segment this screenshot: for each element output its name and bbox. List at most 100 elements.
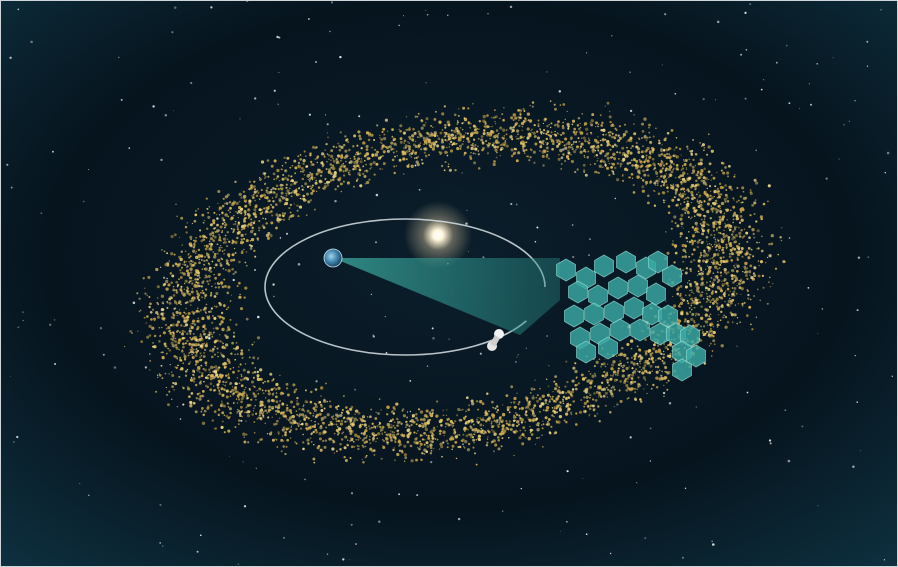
asteroid xyxy=(280,450,283,453)
asteroid xyxy=(395,165,398,167)
asteroid xyxy=(759,215,763,219)
asteroid xyxy=(315,430,319,434)
asteroid xyxy=(725,234,728,237)
asteroid xyxy=(600,149,604,153)
asteroid xyxy=(477,137,480,140)
asteroid xyxy=(259,212,263,215)
asteroid xyxy=(436,438,439,441)
asteroid xyxy=(701,330,705,333)
asteroid xyxy=(441,129,444,131)
asteroid xyxy=(364,445,367,448)
asteroid xyxy=(171,274,175,278)
asteroid xyxy=(663,201,665,204)
asteroid xyxy=(680,203,682,205)
asteroid xyxy=(149,310,153,314)
asteroid xyxy=(368,438,371,441)
asteroid xyxy=(189,361,192,363)
asteroid xyxy=(188,352,190,354)
asteroid xyxy=(695,179,698,182)
asteroid xyxy=(712,176,716,180)
star xyxy=(285,232,289,235)
asteroid xyxy=(582,163,586,167)
asteroid xyxy=(247,226,249,228)
asteroid xyxy=(151,308,155,311)
asteroid xyxy=(707,170,711,174)
asteroid xyxy=(450,423,453,426)
star xyxy=(745,48,748,51)
asteroid xyxy=(266,159,270,162)
star xyxy=(787,459,791,463)
asteroid xyxy=(192,312,195,315)
asteroid xyxy=(391,147,394,150)
asteroid xyxy=(281,165,284,167)
asteroid xyxy=(496,408,500,412)
asteroid xyxy=(582,136,586,140)
asteroid xyxy=(533,123,536,127)
asteroid xyxy=(715,242,718,244)
asteroid xyxy=(729,297,731,300)
asteroid xyxy=(734,173,736,176)
asteroid xyxy=(622,174,624,176)
asteroid xyxy=(705,252,707,255)
asteroid xyxy=(352,145,355,148)
asteroid xyxy=(286,418,288,420)
asteroid xyxy=(175,346,179,350)
asteroid xyxy=(596,413,598,415)
asteroid xyxy=(694,164,697,167)
asteroid xyxy=(518,423,520,426)
star xyxy=(40,212,43,215)
asteroid xyxy=(551,414,554,417)
asteroid xyxy=(570,159,575,164)
asteroid xyxy=(529,119,532,122)
asteroid xyxy=(556,126,559,128)
asteroid xyxy=(684,285,688,289)
asteroid xyxy=(302,162,305,165)
asteroid xyxy=(342,431,345,433)
asteroid xyxy=(148,295,151,299)
asteroid xyxy=(386,437,389,440)
asteroid xyxy=(259,416,262,420)
asteroid xyxy=(724,315,728,319)
asteroid xyxy=(497,132,500,135)
asteroid xyxy=(276,215,279,218)
asteroid xyxy=(717,195,721,199)
asteroid xyxy=(705,253,709,257)
asteroid xyxy=(613,388,616,391)
asteroid xyxy=(743,265,747,269)
star xyxy=(816,62,819,65)
asteroid xyxy=(187,354,190,357)
asteroid xyxy=(293,182,297,186)
asteroid xyxy=(380,142,383,145)
star xyxy=(769,442,772,445)
asteroid xyxy=(732,205,736,209)
asteroid xyxy=(712,339,716,343)
asteroid xyxy=(703,149,705,152)
asteroid xyxy=(184,263,187,266)
asteroid xyxy=(455,127,459,131)
asteroid xyxy=(200,410,203,413)
asteroid xyxy=(152,345,155,348)
asteroid xyxy=(647,359,649,362)
asteroid xyxy=(282,392,285,395)
asteroid xyxy=(271,197,274,199)
asteroid xyxy=(706,193,709,197)
asteroid xyxy=(284,433,287,437)
asteroid xyxy=(613,143,617,146)
asteroid xyxy=(723,212,726,215)
asteroid xyxy=(494,443,498,447)
star xyxy=(254,269,256,271)
asteroid xyxy=(199,356,201,358)
asteroid xyxy=(208,269,211,272)
asteroid xyxy=(349,170,351,172)
star xyxy=(16,435,19,439)
asteroid xyxy=(690,302,693,305)
asteroid xyxy=(587,405,590,408)
asteroid xyxy=(203,263,206,266)
asteroid xyxy=(449,419,453,424)
asteroid xyxy=(321,421,325,425)
asteroid xyxy=(575,131,578,133)
asteroid xyxy=(241,415,243,418)
asteroid xyxy=(201,407,204,410)
asteroid xyxy=(685,197,688,200)
asteroid xyxy=(604,154,607,158)
